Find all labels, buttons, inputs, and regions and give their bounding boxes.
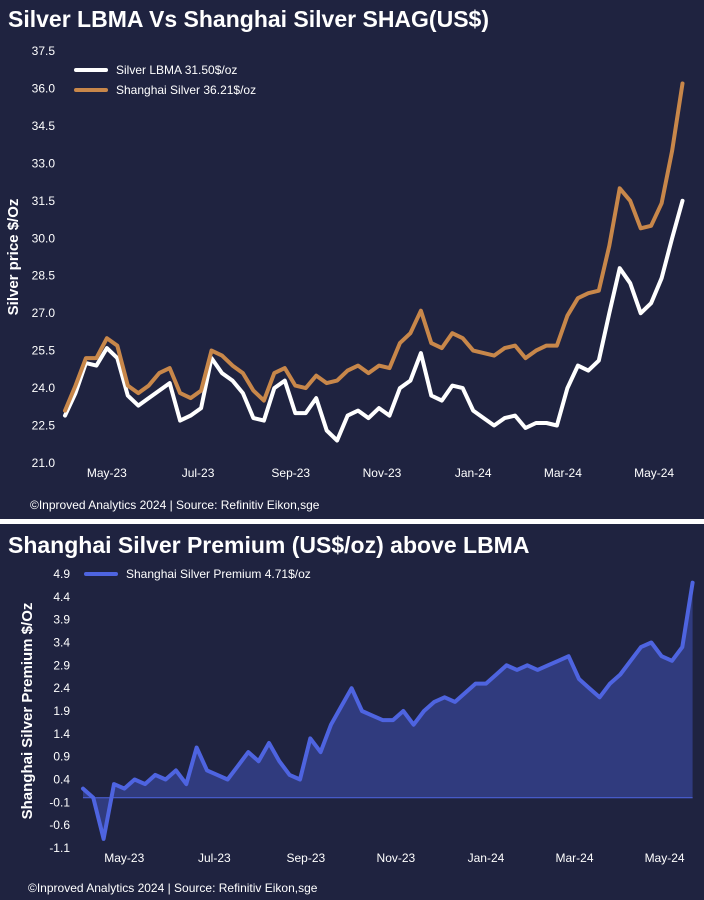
series-line-1 [63,198,685,443]
y-tick-label: 3.4 [53,636,70,650]
y-tick-label: 4.4 [53,590,70,604]
premium-chart-title: Shanghai Silver Premium (US$/oz) above L… [8,532,530,558]
legend-label: Shanghai Silver Premium 4.71$/oz [126,567,311,581]
y-tick-label: 33.0 [32,156,56,170]
y-tick-label: 27.0 [32,306,56,320]
x-tick-label: Nov-23 [363,466,402,480]
x-tick-label: Jan-24 [468,851,505,865]
x-tick-label: Mar-24 [556,851,594,865]
x-tick-label: Mar-24 [544,466,582,480]
y-tick-label: 36.0 [32,81,56,95]
y-tick-label: -1.1 [49,841,70,855]
y-tick-label: 25.5 [32,344,56,358]
x-tick-label: May-23 [87,466,127,480]
y-axis-label: Silver price $/Oz [5,199,22,316]
x-tick-label: Jul-23 [182,466,215,480]
y-tick-label: 4.9 [53,567,70,581]
y-tick-label: 24.0 [32,381,56,395]
y-tick-label: 1.4 [53,727,70,741]
x-tick-label: May-24 [645,851,685,865]
y-tick-label: 1.9 [53,704,70,718]
x-tick-label: Sep-23 [287,851,326,865]
y-tick-label: 37.5 [32,44,56,58]
y-tick-label: 30.0 [32,231,56,245]
y-tick-label: 31.5 [32,194,56,208]
y-tick-label: 0.4 [53,773,70,787]
premium-chart-footer: ©Inproved Analytics 2024 | Source: Refin… [28,881,318,895]
y-tick-label: 2.9 [53,658,70,672]
x-tick-label: May-23 [104,851,144,865]
y-tick-label: 2.4 [53,681,70,695]
y-tick-label: 22.5 [32,419,56,433]
series-line-2 [63,81,685,413]
y-tick-label: 0.9 [53,750,70,764]
price-chart-panel: Silver LBMA Vs Shanghai Silver SHAG(US$)… [0,0,704,519]
legend-label: Shanghai Silver 36.21$/oz [116,83,256,97]
premium-area-fill [83,582,693,839]
x-tick-label: Sep-23 [271,466,310,480]
legend-label: Silver LBMA 31.50$/oz [116,63,237,77]
price-chart-title: Silver LBMA Vs Shanghai Silver SHAG(US$) [8,6,489,32]
premium-chart-panel: Shanghai Silver Premium (US$/oz) above L… [0,524,704,900]
x-tick-label: Nov-23 [377,851,416,865]
y-tick-label: 3.9 [53,613,70,627]
premium-chart: -1.1 -0.6 -0.1 0.4 0.9 1.4 1.9 2.4 2.9 3.4 3.9 4.4 4… [19,567,695,865]
price-chart-footer: ©Inproved Analytics 2024 | Source: Refin… [30,498,320,512]
y-tick-label: 21.0 [32,456,56,470]
y-axis-label: Shanghai Silver Premium $/Oz [19,603,36,820]
series-line-1 [81,580,695,841]
price-chart: 21.0 22.5 24.0 25.5 27.0 28.5 30.0 31.5 33.0 34.5… [5,44,685,480]
y-tick-label: -0.6 [49,818,70,832]
x-tick-label: May-24 [634,466,674,480]
x-tick-label: Jan-24 [455,466,492,480]
x-tick-label: Jul-23 [198,851,231,865]
y-tick-label: 34.5 [32,119,56,133]
y-tick-label: -0.1 [49,795,70,809]
y-tick-label: 28.5 [32,269,56,283]
